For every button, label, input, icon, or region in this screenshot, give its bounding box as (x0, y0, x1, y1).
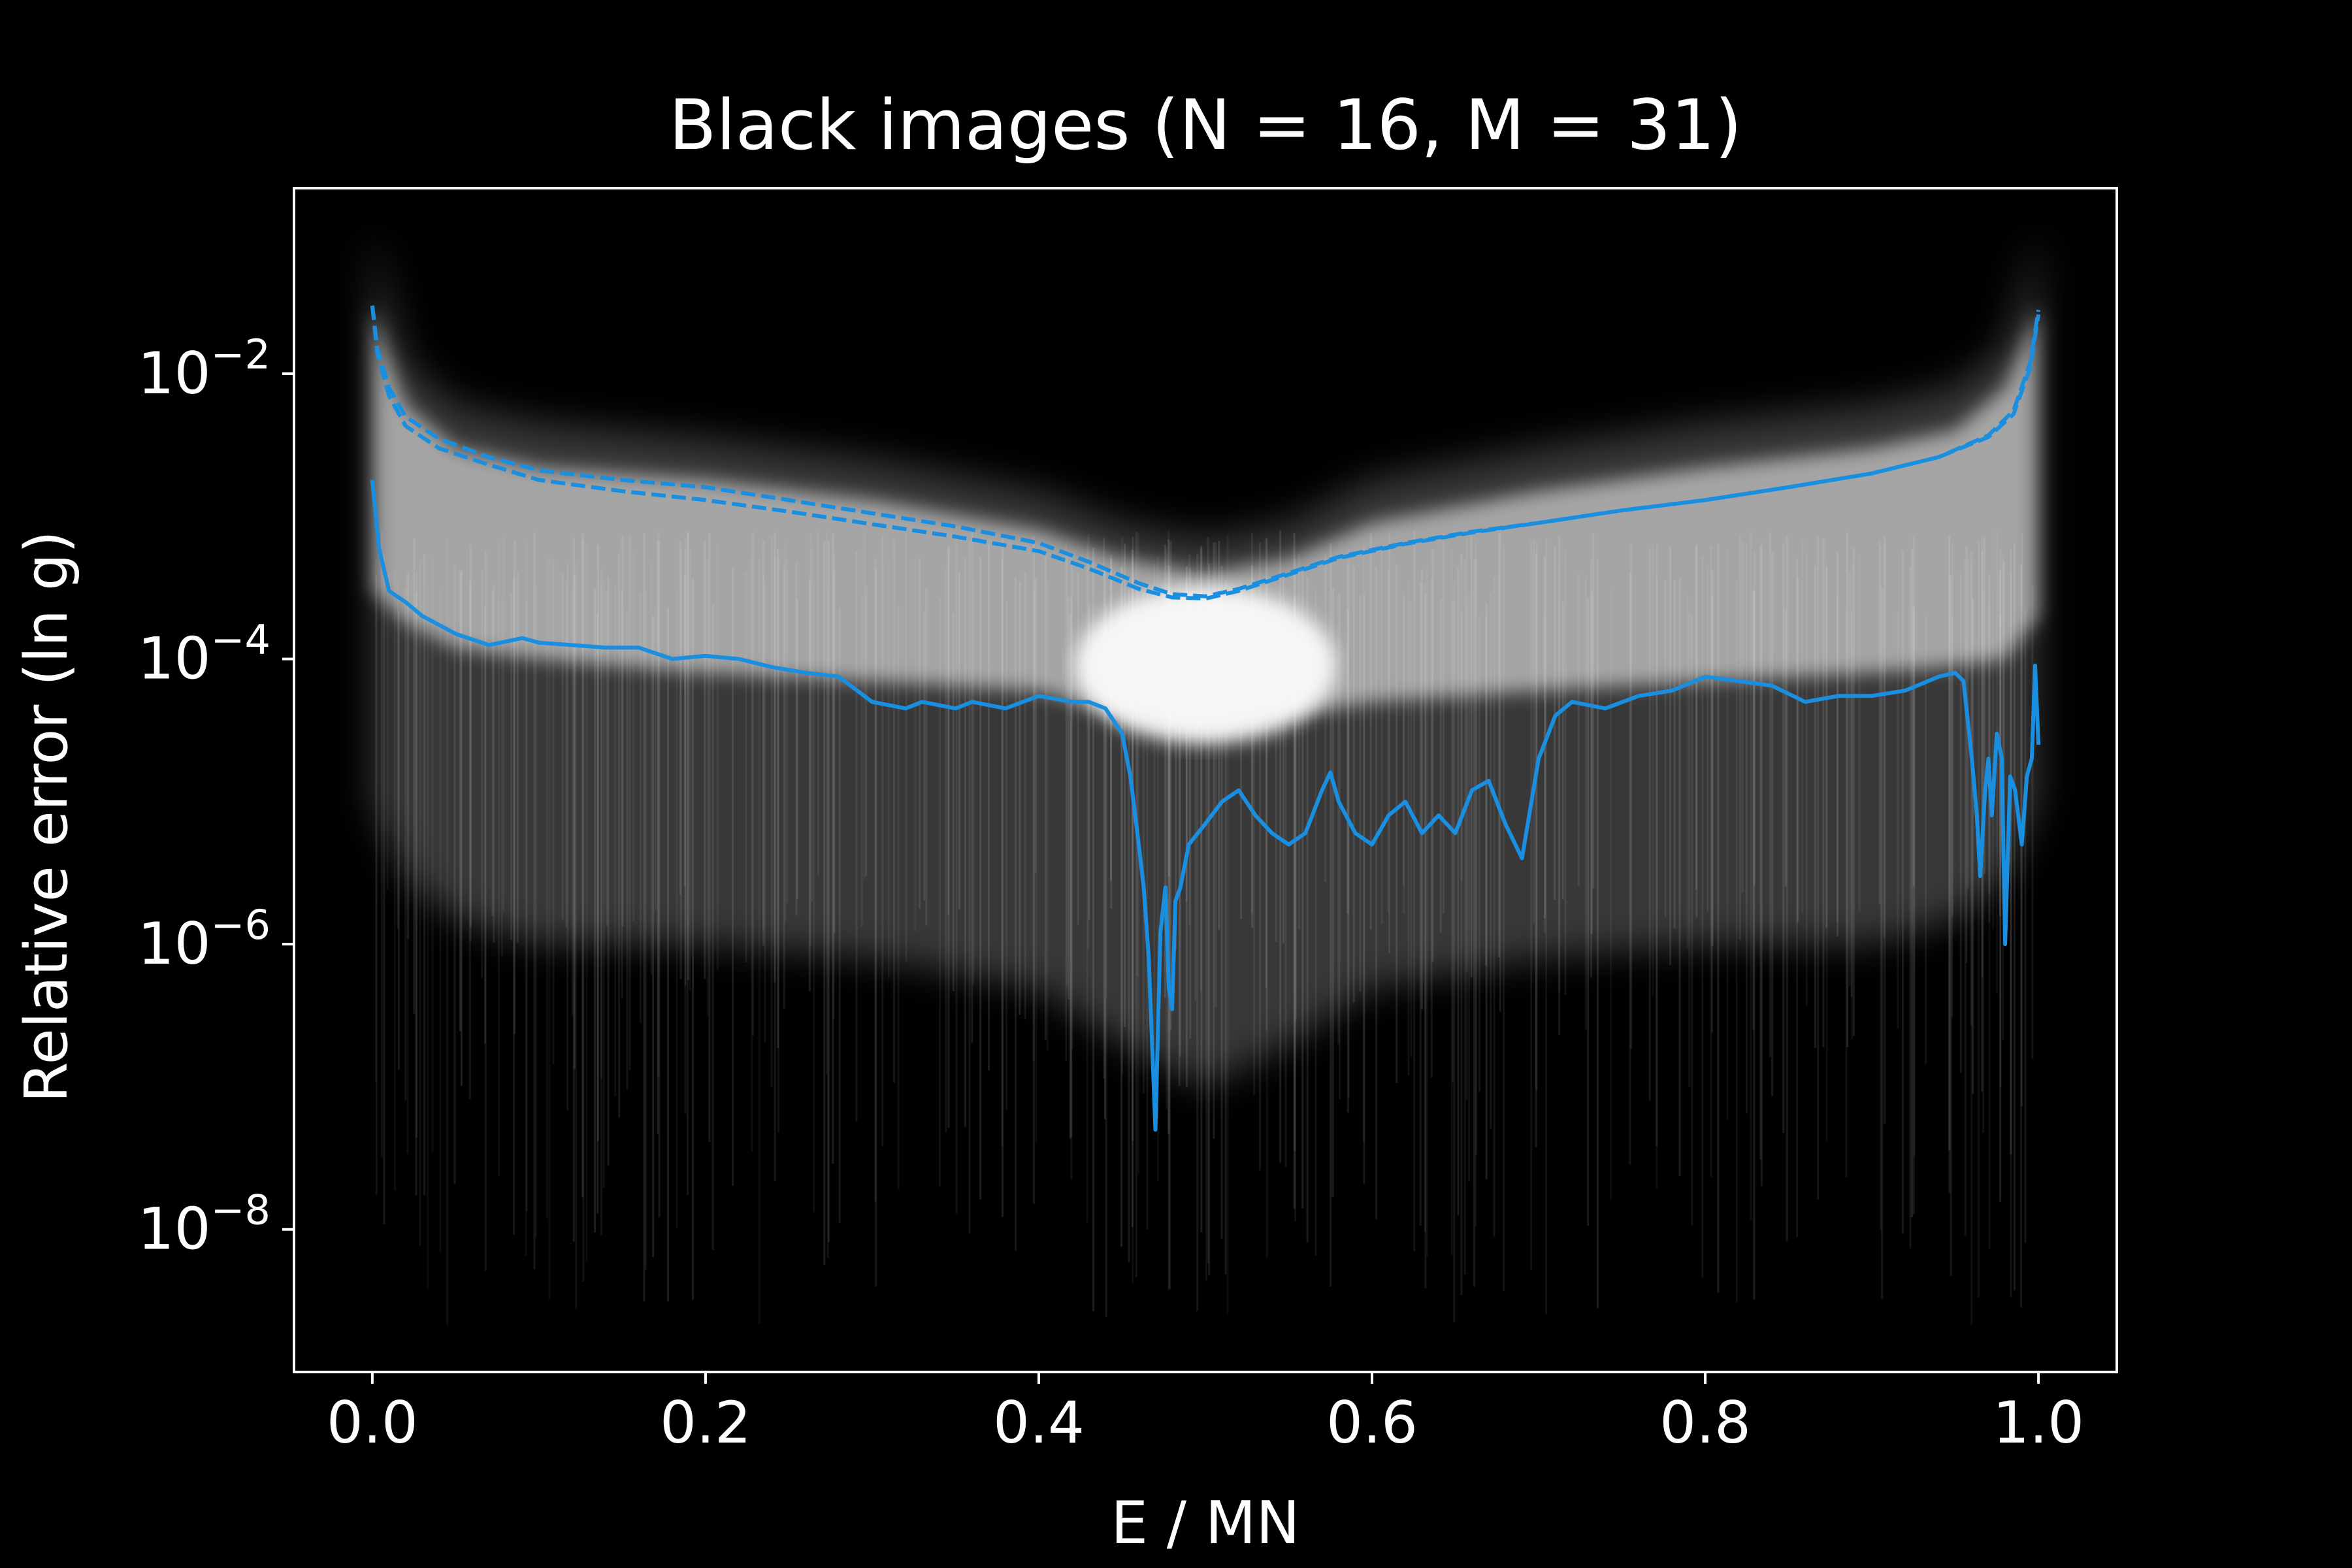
plot-area (370, 231, 2041, 1326)
plot-frame (293, 187, 2118, 1373)
sample-cloud (372, 231, 2039, 1326)
chart-title: Black images (N = 16, M = 31) (669, 85, 1742, 165)
y-tick-label: 10−2 (138, 331, 270, 407)
x-axis-label: E / MN (1111, 1489, 1299, 1558)
x-tick-label: 0.6 (1326, 1389, 1418, 1456)
cloud-core (372, 305, 2039, 734)
x-axis: 0.0 0.2 0.4 0.6 0.8 1.0 (327, 1372, 2084, 1456)
series-line-1 (370, 305, 2041, 598)
series-group (370, 305, 2041, 1132)
series-line-3 (370, 480, 2041, 1132)
y-tick-label: 10−8 (138, 1186, 270, 1263)
x-tick-label: 0.0 (327, 1389, 418, 1456)
y-axis-label: Relative error (ln g) (12, 531, 81, 1103)
cloud-center (1075, 587, 1336, 744)
y-axis: 10−2 10−4 10−6 10−8 (138, 331, 294, 1263)
y-tick-label: 10−4 (138, 616, 270, 693)
x-tick-label: 0.8 (1659, 1389, 1751, 1456)
x-tick-label: 1.0 (1993, 1389, 2084, 1456)
x-tick-label: 0.4 (993, 1389, 1085, 1456)
series-line-2 (370, 305, 2041, 601)
y-tick-label: 10−6 (138, 901, 270, 977)
x-tick-label: 0.2 (660, 1389, 751, 1456)
